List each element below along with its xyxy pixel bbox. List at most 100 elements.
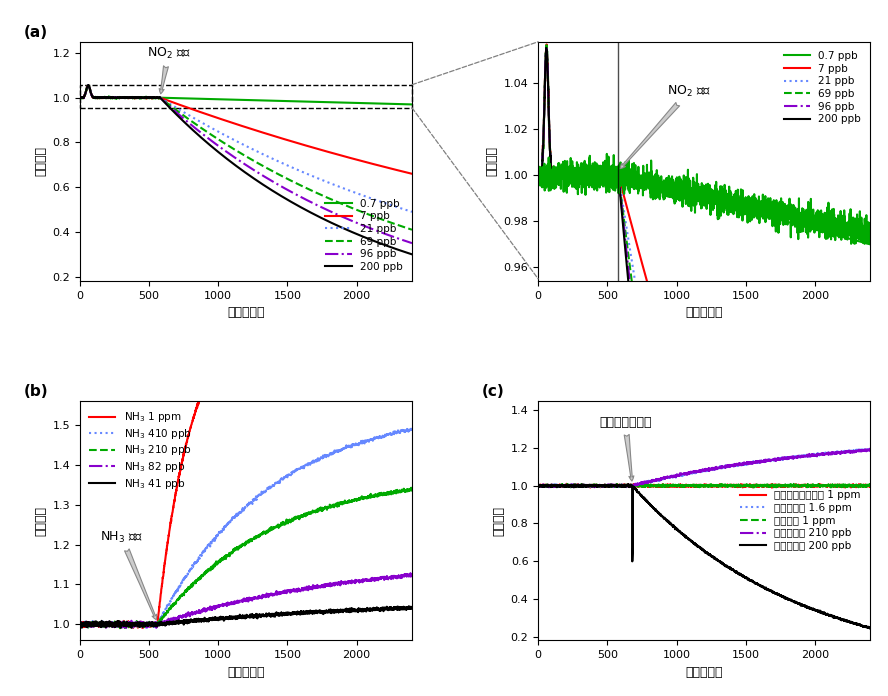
NH$_3$ 1 ppm bbox=[111, 619, 122, 628]
二酸化窒素 200 ppb bbox=[533, 482, 543, 491]
NH$_3$ 41 ppb bbox=[83, 618, 94, 626]
NH$_3$ 82 ppb bbox=[110, 624, 121, 633]
0.7 ppb bbox=[83, 82, 94, 90]
Text: NO$_2$ 導入: NO$_2$ 導入 bbox=[621, 84, 710, 168]
Line: アンモニア 210 ppb: アンモニア 210 ppb bbox=[538, 449, 870, 487]
NH$_3$ 210 ppb bbox=[111, 620, 122, 628]
二酸化硫黄 1.6 ppm bbox=[865, 444, 876, 452]
アンモニア 210 ppb bbox=[533, 482, 543, 491]
アンモニア 210 ppb bbox=[865, 445, 876, 454]
アセトアルデヒド 1 ppm bbox=[561, 480, 572, 488]
硫化水素 1 ppm bbox=[578, 482, 589, 490]
Line: NH$_3$ 410 ppb: NH$_3$ 410 ppb bbox=[80, 427, 412, 628]
アセトアルデヒド 1 ppm bbox=[865, 482, 876, 490]
200 ppb bbox=[356, 232, 367, 240]
硫化水素 1 ppm bbox=[814, 481, 825, 489]
二酸化窒素 200 ppb bbox=[578, 481, 589, 489]
0.7 ppb bbox=[407, 100, 417, 109]
NH$_3$ 210 ppb bbox=[407, 484, 417, 493]
NH$_3$ 210 ppb bbox=[226, 549, 236, 557]
Legend: 0.7 ppb, 7 ppb, 21 ppb, 69 ppb, 96 ppb, 200 ppb: 0.7 ppb, 7 ppb, 21 ppb, 69 ppb, 96 ppb, … bbox=[780, 47, 865, 128]
NH$_3$ 410 ppb bbox=[111, 619, 122, 628]
0.7 ppb bbox=[100, 93, 111, 102]
Line: NH$_3$ 41 ppb: NH$_3$ 41 ppb bbox=[80, 606, 412, 628]
Text: NO$_2$ 導入: NO$_2$ 導入 bbox=[147, 46, 190, 94]
NH$_3$ 1 ppm bbox=[407, 301, 417, 310]
NH$_3$ 41 ppb bbox=[126, 624, 137, 632]
NH$_3$ 82 ppb bbox=[83, 620, 94, 628]
NH$_3$ 410 ppb bbox=[407, 425, 417, 434]
200 ppb bbox=[407, 250, 417, 258]
Line: NH$_3$ 1 ppm: NH$_3$ 1 ppm bbox=[80, 303, 412, 628]
21 ppb bbox=[121, 93, 131, 102]
NH$_3$ 210 ppb bbox=[75, 617, 85, 626]
NH$_3$ 82 ppb bbox=[226, 599, 236, 607]
21 ppb bbox=[356, 191, 367, 199]
7 ppb bbox=[356, 157, 367, 165]
21 ppb bbox=[407, 207, 417, 216]
二酸化窒素 200 ppb bbox=[865, 624, 876, 632]
アセトアルデヒド 1 ppm bbox=[542, 482, 552, 490]
二酸化硫黄 1.6 ppm bbox=[814, 450, 825, 458]
96 ppb bbox=[111, 93, 122, 102]
Bar bbox=[80, 85, 412, 108]
Line: 69 ppb: 69 ppb bbox=[80, 85, 412, 230]
Text: テストガス導入: テストガス導入 bbox=[599, 416, 652, 481]
NH$_3$ 410 ppb bbox=[226, 517, 236, 525]
アンモニア 210 ppb bbox=[559, 482, 569, 490]
アンモニア 210 ppb bbox=[864, 445, 875, 453]
7 ppb bbox=[83, 83, 94, 91]
21 ppb bbox=[111, 94, 122, 102]
NH$_3$ 82 ppb bbox=[407, 573, 417, 581]
NH$_3$ 82 ppb bbox=[75, 620, 85, 628]
Legend: アセトアルデヒド 1 ppm, 二酸化硫黄 1.6 ppm, 硫化水素 1 ppm, アンモニア 210 ppb, 二酸化窒素 200 ppb: アセトアルデヒド 1 ppm, 二酸化硫黄 1.6 ppm, 硫化水素 1 pp… bbox=[736, 487, 865, 555]
Y-axis label: 相対出力: 相対出力 bbox=[492, 505, 505, 536]
21 ppb bbox=[75, 94, 85, 102]
二酸化窒素 200 ppb bbox=[542, 481, 552, 489]
Line: NH$_3$ 210 ppb: NH$_3$ 210 ppb bbox=[80, 488, 412, 628]
アセトアルデヒド 1 ppm bbox=[766, 484, 777, 492]
96 ppb bbox=[83, 81, 93, 90]
硫化水素 1 ppm bbox=[533, 482, 543, 491]
200 ppb bbox=[226, 158, 236, 166]
NH$_3$ 210 ppb bbox=[83, 619, 94, 628]
Text: (a): (a) bbox=[23, 25, 48, 40]
二酸化窒素 200 ppb bbox=[814, 608, 825, 617]
21 ppb bbox=[83, 83, 94, 91]
硫化水素 1 ppm bbox=[684, 482, 694, 490]
200 ppb bbox=[111, 94, 122, 102]
7 ppb bbox=[226, 118, 236, 127]
0.7 ppb bbox=[226, 95, 236, 104]
アンモニア 210 ppb bbox=[579, 482, 590, 491]
硫化水素 1 ppm bbox=[559, 482, 569, 490]
NH$_3$ 1 ppm bbox=[372, 299, 383, 308]
アセトアルデヒド 1 ppm bbox=[579, 482, 590, 491]
二酸化硫黄 1.6 ppm bbox=[610, 484, 621, 492]
200 ppb bbox=[83, 81, 93, 90]
7 ppb bbox=[83, 81, 94, 89]
96 ppb bbox=[407, 239, 417, 247]
0.7 ppb bbox=[356, 99, 367, 107]
アンモニア 210 ppb bbox=[569, 481, 580, 489]
NH$_3$ 210 ppb bbox=[121, 620, 131, 628]
Legend: NH$_3$ 1 ppm, NH$_3$ 410 ppb, NH$_3$ 210 ppb, NH$_3$ 82 ppb, NH$_3$ 41 ppb: NH$_3$ 1 ppm, NH$_3$ 410 ppb, NH$_3$ 210… bbox=[85, 406, 195, 495]
X-axis label: 時間（秒）: 時間（秒） bbox=[686, 306, 723, 319]
NH$_3$ 41 ppb bbox=[356, 606, 367, 615]
96 ppb bbox=[75, 93, 85, 102]
硫化水素 1 ppm bbox=[542, 482, 552, 490]
X-axis label: 時間（秒）: 時間（秒） bbox=[227, 306, 265, 319]
NH$_3$ 41 ppb bbox=[392, 602, 403, 610]
69 ppb bbox=[100, 94, 111, 102]
NH$_3$ 1 ppm bbox=[100, 622, 111, 631]
硫化水素 1 ppm bbox=[826, 484, 836, 493]
アンモニア 210 ppb bbox=[814, 450, 825, 458]
二酸化硫黄 1.6 ppm bbox=[578, 482, 589, 491]
7 ppb bbox=[111, 93, 122, 102]
NH$_3$ 82 ppb bbox=[111, 620, 122, 628]
NH$_3$ 410 ppb bbox=[100, 620, 111, 628]
21 ppb bbox=[100, 94, 111, 102]
Line: NH$_3$ 82 ppb: NH$_3$ 82 ppb bbox=[80, 573, 412, 628]
96 ppb bbox=[356, 221, 367, 229]
NH$_3$ 41 ppb bbox=[111, 620, 122, 628]
96 ppb bbox=[100, 93, 111, 102]
